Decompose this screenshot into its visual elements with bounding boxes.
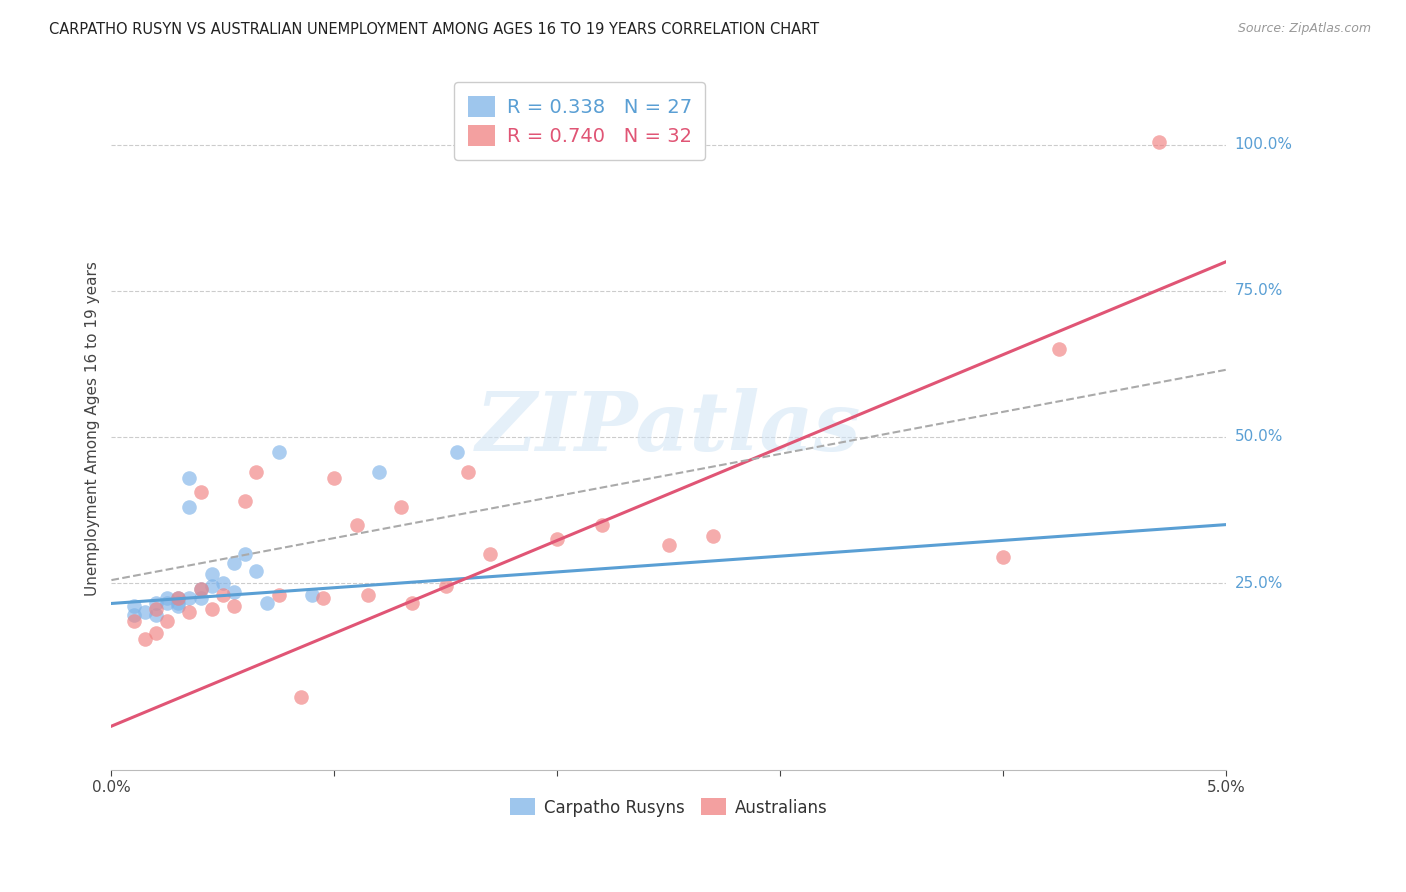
Point	[156, 591, 179, 605]
Point	[256, 597, 278, 611]
Point	[179, 500, 201, 514]
Legend: Carpatho Rusyns, Australians: Carpatho Rusyns, Australians	[503, 792, 834, 823]
Point	[212, 588, 235, 602]
Point	[702, 529, 724, 543]
Point	[156, 597, 179, 611]
Point	[346, 517, 368, 532]
Text: Source: ZipAtlas.com: Source: ZipAtlas.com	[1237, 22, 1371, 36]
Point	[479, 547, 502, 561]
Point	[167, 599, 190, 614]
Point	[201, 602, 224, 616]
Point	[658, 538, 681, 552]
Point	[122, 614, 145, 628]
Point	[134, 632, 156, 646]
Point	[145, 602, 167, 616]
Point	[312, 591, 335, 605]
Text: 25.0%: 25.0%	[1234, 575, 1282, 591]
Point	[190, 591, 212, 605]
Point	[457, 465, 479, 479]
Point	[301, 588, 323, 602]
Point	[1149, 135, 1171, 149]
Point	[201, 567, 224, 582]
Text: 50.0%: 50.0%	[1234, 429, 1282, 444]
Point	[212, 576, 235, 591]
Point	[357, 588, 380, 602]
Point	[401, 597, 423, 611]
Point	[167, 591, 190, 605]
Point	[134, 605, 156, 619]
Point	[446, 444, 468, 458]
Text: CARPATHO RUSYN VS AUSTRALIAN UNEMPLOYMENT AMONG AGES 16 TO 19 YEARS CORRELATION : CARPATHO RUSYN VS AUSTRALIAN UNEMPLOYMEN…	[49, 22, 820, 37]
Text: 75.0%: 75.0%	[1234, 284, 1282, 298]
Point	[389, 500, 412, 514]
Point	[267, 588, 290, 602]
Point	[233, 547, 256, 561]
Point	[323, 471, 346, 485]
Point	[245, 465, 267, 479]
Point	[145, 608, 167, 623]
Point	[179, 471, 201, 485]
Point	[122, 608, 145, 623]
Point	[156, 614, 179, 628]
Point	[190, 582, 212, 596]
Point	[245, 565, 267, 579]
Point	[434, 579, 457, 593]
Point	[222, 584, 245, 599]
Point	[145, 625, 167, 640]
Point	[233, 494, 256, 508]
Point	[145, 597, 167, 611]
Point	[167, 597, 190, 611]
Point	[190, 582, 212, 596]
Point	[190, 485, 212, 500]
Point	[591, 517, 613, 532]
Point	[1047, 343, 1070, 357]
Text: 100.0%: 100.0%	[1234, 137, 1292, 153]
Point	[267, 444, 290, 458]
Text: ZIPatlas: ZIPatlas	[477, 388, 862, 468]
Point	[546, 532, 568, 546]
Point	[222, 599, 245, 614]
Point	[993, 549, 1015, 564]
Point	[179, 591, 201, 605]
Y-axis label: Unemployment Among Ages 16 to 19 years: Unemployment Among Ages 16 to 19 years	[86, 260, 100, 596]
Point	[167, 591, 190, 605]
Point	[222, 556, 245, 570]
Point	[368, 465, 391, 479]
Point	[201, 579, 224, 593]
Point	[290, 690, 312, 704]
Point	[122, 599, 145, 614]
Point	[179, 605, 201, 619]
